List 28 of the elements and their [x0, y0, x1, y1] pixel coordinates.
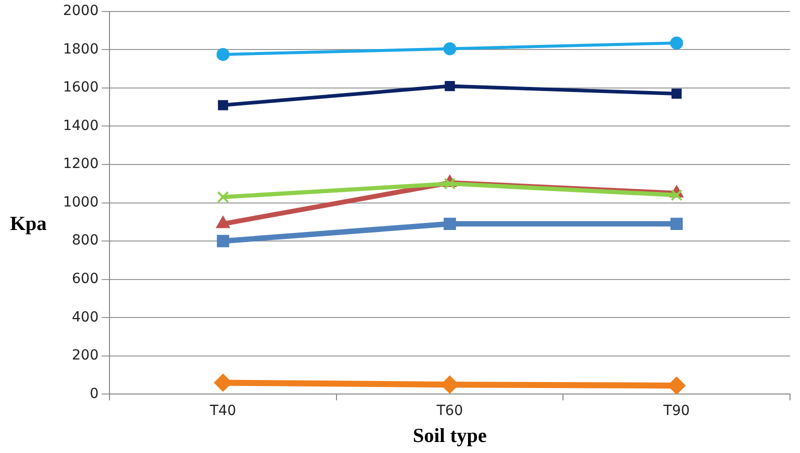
y-tick-label: 800: [72, 232, 99, 249]
y-tick-label: 0: [90, 386, 99, 402]
point: [443, 42, 456, 56]
point: [444, 218, 456, 230]
point: [444, 178, 456, 190]
y-tick-label: 1400: [62, 118, 99, 134]
point: [444, 80, 455, 92]
y-tick-label: 1200: [62, 156, 99, 172]
point: [216, 234, 230, 248]
y-tick-label: 2000: [62, 3, 99, 20]
y-tick-label: 1800: [62, 41, 99, 58]
y-tick-label: 1600: [62, 80, 99, 96]
x-tick-label: T90: [662, 403, 690, 420]
point: [672, 88, 682, 99]
y-tick-label: 600: [72, 271, 99, 287]
point: [217, 191, 229, 204]
point: [670, 218, 683, 230]
y-tick-label: 400: [72, 309, 99, 326]
point: [670, 36, 684, 50]
x-tick-label: T40: [208, 403, 236, 420]
y-tick-label: 1000: [62, 194, 99, 210]
point: [670, 189, 683, 202]
y-tick-label: 200: [72, 348, 99, 364]
point: [216, 48, 230, 61]
point: [218, 100, 228, 110]
y-axis-title: Kpa: [10, 213, 47, 236]
x-axis-title: Soil type: [412, 425, 487, 448]
x-tick-label: T60: [436, 403, 463, 420]
